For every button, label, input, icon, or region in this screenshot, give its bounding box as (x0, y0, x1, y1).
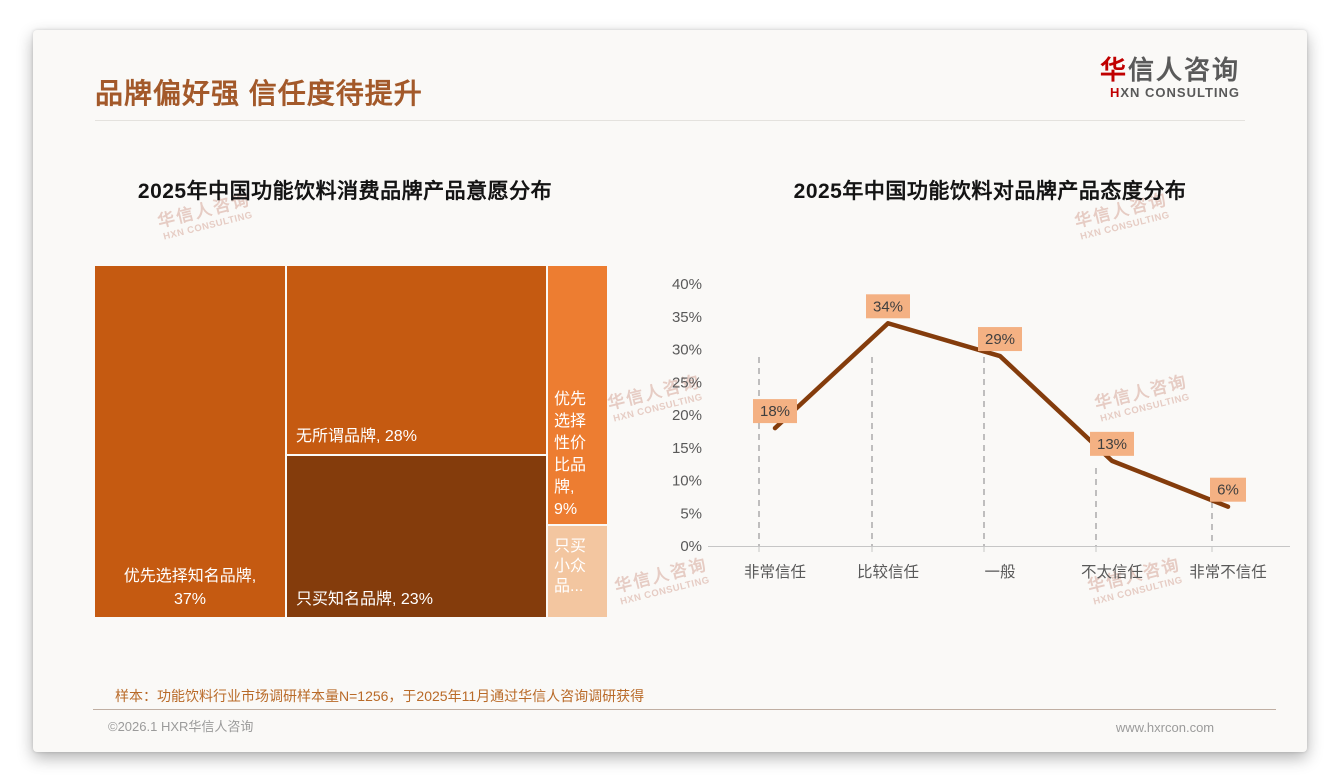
data-label-box (753, 399, 797, 424)
brand-logo: 华信人咨询 HXN CONSULTING (1100, 56, 1240, 100)
treemap-block-label: 只买小众品... (554, 538, 587, 595)
x-axis-category-label: 比较信任 (857, 563, 919, 581)
watermark-text-en: HXN CONSULTING (162, 209, 254, 243)
data-label-box (1210, 477, 1246, 502)
sample-footnote: 样本：功能饮料行业市场调研样本量N=1256，于2025年11月通过华信人咨询调… (115, 688, 645, 704)
treemap-block-label: 优先选择性价比品牌, 9% (554, 391, 587, 518)
y-axis-tick-label: 5% (680, 505, 702, 522)
data-label-box (866, 294, 910, 319)
y-axis-tick-label: 15% (672, 440, 702, 457)
y-axis-tick-label: 30% (672, 342, 702, 359)
x-axis-category-label: 非常不信任 (1189, 563, 1267, 581)
footer-divider (93, 709, 1276, 710)
page-title: 品牌偏好强 信任度待提升 (95, 78, 423, 109)
y-axis-tick-label: 10% (672, 473, 702, 490)
logo-en-accent: H (1109, 84, 1121, 100)
slide-card: 品牌偏好强 信任度待提升 华信人咨询 HXN CONSULTING 华信人咨询 H… (33, 30, 1307, 752)
y-axis-tick-label: 40% (672, 276, 702, 293)
data-label-box (978, 327, 1022, 352)
y-axis-tick-label: 20% (672, 407, 702, 424)
data-label: 18% (760, 403, 790, 420)
treemap-block: 优先选择性价比品牌, 9% (548, 266, 607, 524)
treemap-block: 只买小众品... (548, 526, 607, 617)
y-axis-tick-label: 35% (672, 309, 702, 326)
treemap-title: 2025年中国功能饮料消费品牌产品意愿分布 (137, 180, 553, 203)
logo-chinese-name: 华信人咨询 (1100, 56, 1240, 85)
line-chart: 0% 5% 10% 15% 20% 25% 30% 35% 40% 18% 34% 29% 13% 6% 非… (672, 276, 1290, 581)
x-axis-category-label: 不太信任 (1081, 563, 1143, 581)
data-label: 13% (1097, 436, 1127, 453)
website-url: www.hxrcon.com (1115, 720, 1215, 735)
logo-en-rest: XN CONSULTING (1120, 84, 1240, 100)
treemap-block-label: 无所谓品牌, 28% (296, 428, 417, 445)
data-label: 29% (985, 331, 1015, 348)
y-axis-tick-label: 25% (672, 374, 702, 391)
treemap-block-label: 只买知名品牌, 23% (296, 591, 433, 608)
watermark-text-en: HXN CONSULTING (1079, 209, 1171, 243)
treemap-block: 只买知名品牌, 23% (287, 456, 546, 617)
treemap-block-label: 优先选择知名品牌, 37% (123, 568, 257, 608)
y-axis-tick-label: 0% (680, 538, 702, 555)
data-label-box (1090, 431, 1134, 456)
treemap-chart: 优先选择知名品牌, 37% 无所谓品牌, 28% 只买知名品牌, 23% 优先选择性价… (95, 266, 607, 617)
data-label: 34% (873, 298, 903, 315)
logo-english-name: HXN CONSULTING (1100, 84, 1240, 100)
line-chart-title: 2025年中国功能饮料对品牌产品态度分布 (793, 180, 1187, 203)
x-axis-category-label: 非常信任 (744, 563, 806, 581)
treemap-block: 优先选择知名品牌, 37% (95, 266, 285, 617)
treemap-block: 无所谓品牌, 28% (287, 266, 546, 454)
data-label: 6% (1217, 482, 1239, 499)
trend-line (772, 321, 1231, 509)
logo-cn-rest: 信人咨询 (1127, 55, 1240, 85)
logo-cn-accent: 华 (1099, 55, 1128, 85)
header-divider (95, 120, 1245, 121)
x-axis-category-label: 一般 (984, 563, 1015, 581)
copyright-text: ©2026.1 HXR华信人咨询 (108, 719, 254, 734)
